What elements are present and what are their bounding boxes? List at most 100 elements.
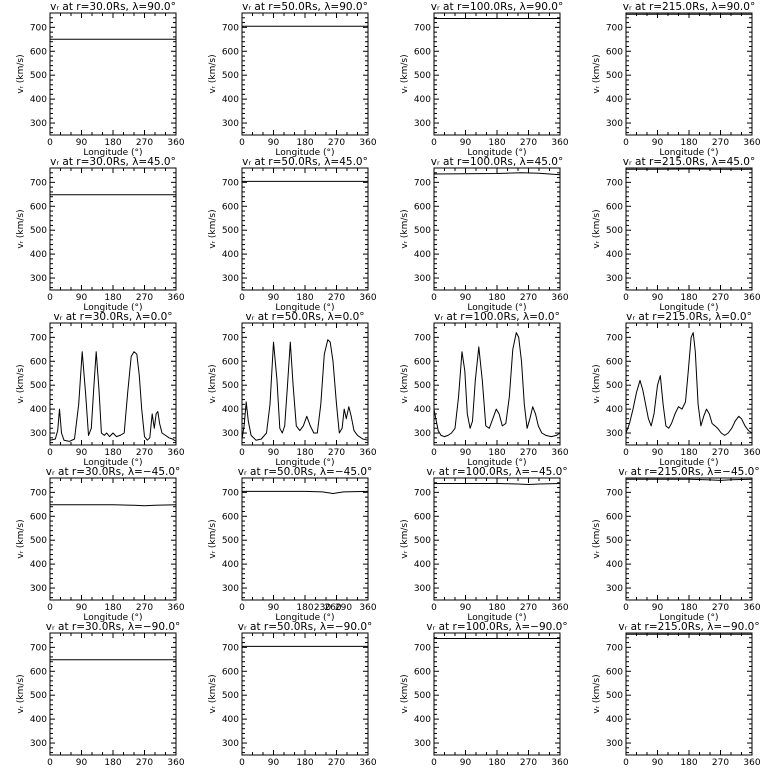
- x-tick-label: 290: [335, 603, 352, 613]
- x-tick-label: 270: [136, 293, 153, 303]
- x-tick-label: 270: [520, 138, 537, 148]
- plot-frame: [433, 12, 561, 136]
- data-line: [434, 483, 561, 485]
- chart-title: vᵣ at r=50.0Rs, λ=−45.0°: [238, 466, 373, 478]
- x-tick-label: 360: [167, 138, 184, 148]
- plot-frame: [49, 477, 177, 601]
- y-tick-label: 500: [30, 381, 47, 391]
- y-tick-label: 600: [606, 512, 623, 522]
- y-axis-label: vᵣ (km/s): [16, 674, 26, 713]
- y-tick-label: 400: [222, 560, 239, 570]
- chart-title: vᵣ at r=30.0Rs, λ=−90.0°: [46, 621, 181, 633]
- chart-panel: vᵣ at r=50.0Rs, λ=0.0° 0 90 180 270 360 300 400…: [208, 311, 377, 468]
- y-tick-label: 400: [606, 560, 623, 570]
- y-tick-label: 600: [222, 667, 239, 677]
- x-tick-label: 180: [488, 448, 505, 458]
- x-tick-label: 180: [296, 758, 313, 768]
- x-axis-label: Longitude (°): [83, 303, 142, 313]
- x-tick-label: 90: [76, 603, 88, 613]
- x-tick-label: 180: [680, 603, 697, 613]
- x-tick-label: 270: [520, 603, 537, 613]
- chart-title: vᵣ at r=100.0Rs, λ=−90.0°: [426, 621, 567, 633]
- chart-title: vᵣ at r=50.0Rs, λ=45.0°: [242, 156, 368, 168]
- chart-panel: vᵣ at r=30.0Rs, λ=−90.0° 0 90 180 270 360 300 4…: [16, 621, 185, 768]
- x-tick-label: 260: [324, 603, 341, 613]
- x-tick-label: 0: [239, 138, 245, 148]
- chart-title: vᵣ at r=30.0Rs, λ=−45.0°: [46, 466, 181, 478]
- x-tick-label: 0: [623, 293, 629, 303]
- x-tick-label: 360: [167, 758, 184, 768]
- x-tick-label: 90: [76, 448, 88, 458]
- x-tick-label: 0: [47, 758, 53, 768]
- y-tick-label: 300: [222, 739, 239, 749]
- y-tick-label: 500: [222, 226, 239, 236]
- y-tick-label: 700: [606, 23, 623, 33]
- y-axis-label: vᵣ (km/s): [592, 54, 602, 93]
- x-axis-label: Longitude (°): [467, 303, 526, 313]
- x-tick-label: 360: [359, 758, 376, 768]
- chart-panel: vᵣ at r=215.0Rs, λ=−90.0° 0 90 180 270 360 300…: [592, 621, 761, 768]
- x-tick-label: 270: [712, 138, 729, 148]
- x-tick-label: 360: [743, 603, 760, 613]
- plot-frame: [433, 322, 561, 446]
- y-axis-label: vᵣ (km/s): [208, 519, 218, 558]
- y-axis-label: vᵣ (km/s): [592, 209, 602, 248]
- plot-frame: [49, 12, 177, 136]
- x-tick-label: 270: [136, 758, 153, 768]
- data-line: [242, 490, 369, 494]
- x-tick-label: 180: [680, 758, 697, 768]
- x-axis-label: Longitude (°): [83, 613, 142, 623]
- y-tick-label: 600: [222, 47, 239, 57]
- y-tick-label: 400: [30, 715, 47, 725]
- chart-title: vᵣ at r=215.0Rs, λ=−45.0°: [618, 466, 759, 478]
- x-tick-label: 0: [623, 448, 629, 458]
- y-tick-label: 500: [606, 691, 623, 701]
- x-tick-label: 270: [712, 758, 729, 768]
- y-tick-label: 600: [222, 202, 239, 212]
- y-axis-label: vᵣ (km/s): [400, 54, 410, 93]
- y-tick-label: 700: [606, 643, 623, 653]
- y-tick-label: 500: [606, 71, 623, 81]
- chart-panel: vᵣ at r=100.0Rs, λ=45.0° 0 90 180 270 360 300 4…: [400, 156, 569, 313]
- x-tick-label: 180: [104, 138, 121, 148]
- y-tick-label: 700: [222, 643, 239, 653]
- chart-title: vᵣ at r=100.0Rs, λ=−45.0°: [426, 466, 567, 478]
- x-tick-label: 360: [743, 758, 760, 768]
- y-tick-label: 400: [222, 250, 239, 260]
- y-tick-label: 500: [414, 381, 431, 391]
- y-axis-label: vᵣ (km/s): [400, 674, 410, 713]
- y-tick-label: 700: [414, 178, 431, 188]
- x-tick-label: 0: [47, 138, 53, 148]
- y-tick-label: 400: [414, 715, 431, 725]
- x-tick-label: 270: [520, 293, 537, 303]
- chart-title: vᵣ at r=100.0Rs, λ=45.0°: [431, 156, 563, 168]
- data-line: [433, 172, 561, 176]
- x-tick-label: 270: [712, 293, 729, 303]
- x-tick-label: 360: [743, 448, 760, 458]
- x-axis-label: Longitude (°): [659, 613, 718, 623]
- x-axis-label: Longitude (°): [275, 148, 334, 158]
- y-axis-label: vᵣ (km/s): [400, 364, 410, 403]
- y-axis-label: vᵣ (km/s): [16, 54, 26, 93]
- y-tick-label: 700: [222, 333, 239, 343]
- y-tick-label: 300: [30, 119, 47, 129]
- chart-title: vᵣ at r=215.0Rs, λ=−90.0°: [618, 621, 759, 633]
- x-tick-label: 90: [460, 758, 472, 768]
- x-tick-label: 180: [488, 293, 505, 303]
- chart-panel: vᵣ at r=215.0Rs, λ=0.0° 0 90 180 270 360 300 40…: [592, 311, 761, 468]
- chart-title: vᵣ at r=30.0Rs, λ=90.0°: [50, 1, 176, 13]
- y-tick-label: 600: [606, 667, 623, 677]
- x-tick-label: 90: [652, 448, 664, 458]
- y-axis-label: vᵣ (km/s): [592, 519, 602, 558]
- y-axis-label: vᵣ (km/s): [16, 209, 26, 248]
- x-tick-label: 270: [136, 138, 153, 148]
- y-tick-label: 400: [30, 560, 47, 570]
- x-tick-label: 270: [712, 603, 729, 613]
- y-tick-label: 500: [222, 71, 239, 81]
- plot-frame: [433, 632, 561, 756]
- chart-title: vᵣ at r=215.0Rs, λ=90.0°: [623, 1, 755, 13]
- y-tick-label: 700: [30, 23, 47, 33]
- y-tick-label: 300: [222, 274, 239, 284]
- x-tick-label: 0: [623, 138, 629, 148]
- y-tick-label: 400: [222, 405, 239, 415]
